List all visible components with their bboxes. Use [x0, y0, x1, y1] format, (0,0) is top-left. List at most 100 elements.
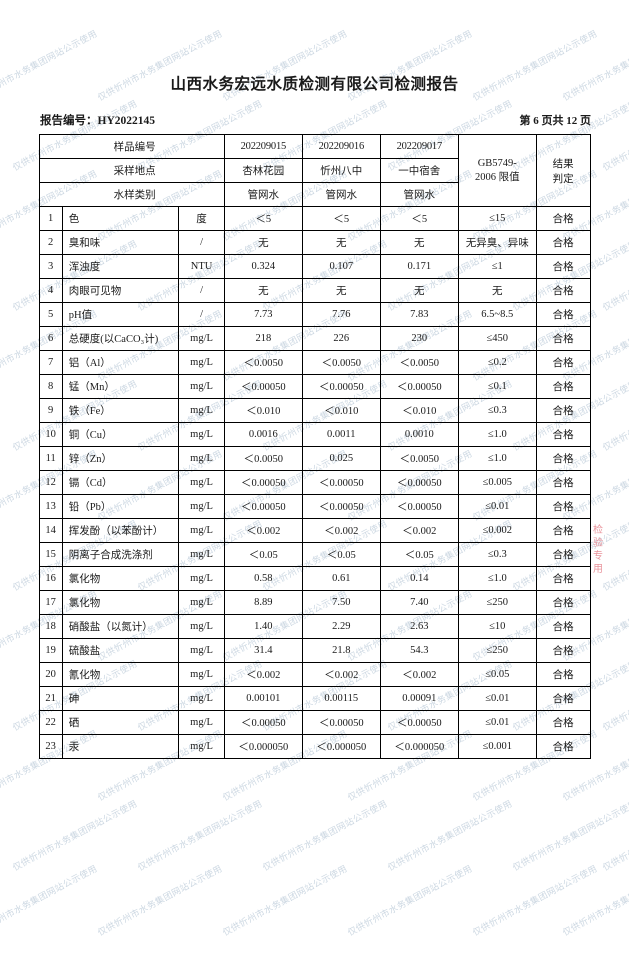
- table-row: 14 挥发酚（以苯酚计） mg/L ＜0.002 ＜0.002 ＜0.002 ≤0.002 合…: [38, 518, 591, 543]
- watermark-text: 仅供忻州市水务集团网站公示使用: [510, 798, 629, 873]
- row-item: 砷: [61, 686, 180, 711]
- row-index: 19: [38, 638, 63, 663]
- row-value-1: ＜0.010: [223, 398, 303, 423]
- row-limit: ≤250: [457, 590, 537, 615]
- seal-stamp: 检 验 专 用: [585, 524, 611, 602]
- row-item: 色: [61, 206, 180, 231]
- row-limit: ≤0.001: [457, 734, 537, 759]
- table-row: 17 氯化物 mg/L 8.89 7.50 7.40 ≤250 合格: [38, 590, 591, 615]
- row-unit: /: [178, 230, 225, 255]
- seal-char-4: 用: [593, 564, 603, 575]
- row-value-2: 无: [301, 278, 381, 303]
- watermark-text: 仅供忻州市水务集团网站公示使用: [260, 798, 389, 873]
- row-unit: mg/L: [178, 686, 225, 711]
- table-row: 23 汞 mg/L ＜0.000050 ＜0.000050 ＜0.000050 ≤0.001…: [38, 734, 591, 759]
- row-value-1: 无: [223, 278, 303, 303]
- table-row: 2 臭和味 / 无无无无异臭、异味 合格: [38, 230, 591, 255]
- row-unit: mg/L: [178, 374, 225, 399]
- row-limit: ≤10: [457, 614, 537, 639]
- row-value-1: 0.0016: [223, 422, 303, 447]
- row-item: 氯化物: [61, 566, 180, 591]
- row-result: 合格: [535, 350, 591, 375]
- table-row: 1 色度＜5 ＜5 ＜5 ≤15 合格: [38, 206, 591, 231]
- row-result: 合格: [535, 254, 591, 279]
- row-value-1: ＜0.00050: [223, 470, 303, 495]
- row-index: 22: [38, 710, 63, 735]
- row-value-1: ＜5: [223, 206, 303, 231]
- row-limit: ≤0.01: [457, 494, 537, 519]
- row-value-1: ＜0.002: [223, 518, 303, 543]
- row-value-3: 2.63: [379, 614, 459, 639]
- row-value-3: 0.00091: [379, 686, 459, 711]
- row-value-3: ＜0.00050: [379, 470, 459, 495]
- row-index: 2: [38, 230, 63, 255]
- row-item: 硝酸盐（以氮计）: [61, 614, 180, 639]
- row-limit: ≤1.0: [457, 566, 537, 591]
- watermark-text: 仅供忻州市水务集团网站公示使用: [345, 863, 474, 938]
- row-unit: mg/L: [178, 422, 225, 447]
- table-row: 21 砷 mg/L 0.00101 0.00115 0.00091 ≤0.01 合格: [38, 686, 591, 711]
- header-row-sample-no: 样品编号 202209015 202209016 202209017 GB5749- 20…: [38, 134, 591, 207]
- table-row: 6 总硬度(以CaCO₃计) mg/L 218 226 230 ≤450 合格: [38, 326, 591, 351]
- row-value-2: ＜5: [301, 206, 381, 231]
- row-limit: ≤450: [457, 326, 537, 351]
- row-value-3: ＜5: [379, 206, 459, 231]
- sample-site-3: 一中宿舍: [379, 158, 459, 183]
- row-unit: mg/L: [178, 614, 225, 639]
- row-index: 4: [38, 278, 63, 303]
- row-index: 14: [38, 518, 63, 543]
- row-value-2: ＜0.0050: [301, 350, 381, 375]
- watermark-text: 仅供忻州市水务集团网站公示使用: [10, 798, 139, 873]
- row-unit: mg/L: [178, 590, 225, 615]
- row-value-2: 21.8: [301, 638, 381, 663]
- row-limit: ≤0.005: [457, 470, 537, 495]
- row-value-1: ＜0.000050: [223, 734, 303, 759]
- row-result: 合格: [535, 206, 591, 231]
- row-value-1: ＜0.0050: [223, 446, 303, 471]
- row-limit: ≤0.05: [457, 662, 537, 687]
- row-result: 合格: [535, 734, 591, 759]
- table-row: 12 镉（Cd） mg/L ＜0.00050 ＜0.00050 ＜0.00050 ≤0.00…: [38, 470, 591, 495]
- row-result: 合格: [535, 398, 591, 423]
- page-title: 山西水务宏远水质检测有限公司检测报告: [170, 76, 459, 93]
- row-index: 15: [38, 542, 63, 567]
- row-value-3: ＜0.05: [379, 542, 459, 567]
- row-unit: mg/L: [178, 398, 225, 423]
- row-unit: mg/L: [178, 518, 225, 543]
- seal-char-1: 检: [593, 525, 603, 536]
- row-value-1: ＜0.00050: [223, 710, 303, 735]
- row-value-1: ＜0.00050: [223, 374, 303, 399]
- row-result: 合格: [535, 302, 591, 327]
- row-value-1: 7.73: [223, 302, 303, 327]
- row-index: 23: [38, 734, 63, 759]
- row-value-2: ＜0.000050: [301, 734, 381, 759]
- sample-site-2: 忻州八中: [301, 158, 381, 183]
- row-item: 总硬度(以CaCO₃计): [61, 326, 180, 351]
- watermark-text: 仅供忻州市水务集团网站公示使用: [95, 863, 224, 938]
- table-row: 5 pH值/7.73 7.76 7.83 6.5~8.5 合格: [38, 302, 591, 327]
- row-item: 硫酸盐: [61, 638, 180, 663]
- row-value-3: ＜0.000050: [379, 734, 459, 759]
- row-index: 11: [38, 446, 63, 471]
- watermark-text: 仅供忻州市水务集团网站公示使用: [600, 798, 629, 873]
- row-result: 合格: [535, 278, 591, 303]
- table-row: 7 铝（Al） mg/L ＜0.0050 ＜0.0050 ＜0.0050 ≤0.2 合格: [38, 350, 591, 375]
- table-row: 18 硝酸盐（以氮计） mg/L 1.40 2.29 2.63 ≤10 合格: [38, 614, 591, 639]
- row-item: 铜（Cu）: [61, 422, 180, 447]
- row-value-2: ＜0.00050: [301, 470, 381, 495]
- row-unit: /: [178, 278, 225, 303]
- row-index: 9: [38, 398, 63, 423]
- row-limit: ≤1.0: [457, 422, 537, 447]
- row-value-3: 7.83: [379, 302, 459, 327]
- row-item: pH值: [61, 302, 180, 327]
- watermark-text: 仅供忻州市水务集团网站公示使用: [560, 863, 629, 938]
- row-value-3: 54.3: [379, 638, 459, 663]
- page-number: 第 6 页共 12 页: [519, 115, 592, 127]
- row-unit: mg/L: [178, 566, 225, 591]
- row-value-1: 218: [223, 326, 303, 351]
- row-item: 铝（Al）: [61, 350, 180, 375]
- row-result: 合格: [535, 470, 591, 495]
- results-table: 样品编号 202209015 202209016 202209017 GB5749- 20…: [38, 134, 591, 759]
- row-index: 12: [38, 470, 63, 495]
- row-value-3: 0.0010: [379, 422, 459, 447]
